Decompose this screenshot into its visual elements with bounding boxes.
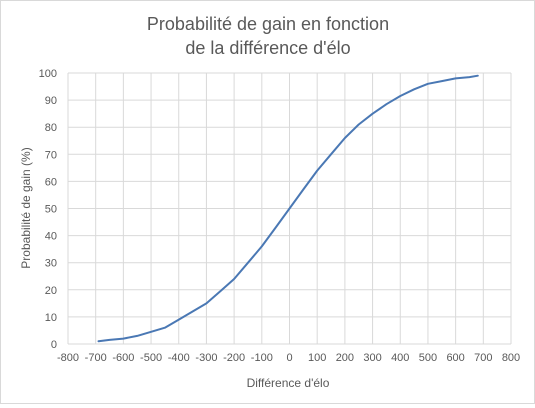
x-axis-label: Différence d'élo [247, 376, 330, 390]
chart-title-line-1: Probabilité de gain en fonction [147, 14, 389, 34]
x-axis-tick-labels: -800 -700 -600 -500 -400 -300 -200 -100 0 100 200 3… [57, 352, 520, 364]
x-tick-label: -800 [57, 352, 79, 364]
y-tick-label: 10 [45, 312, 57, 324]
x-tick-label: -700 [85, 352, 107, 364]
x-tick-label: 100 [308, 352, 326, 364]
x-tick-label: 300 [363, 352, 381, 364]
x-tick-label: 400 [391, 352, 409, 364]
y-tick-label: 40 [45, 231, 57, 243]
y-tick-label: 100 [39, 68, 57, 80]
x-tick-label: -400 [168, 352, 190, 364]
x-tick-label: 800 [502, 352, 520, 364]
y-tick-label: 0 [51, 339, 57, 351]
y-tick-label: 70 [45, 149, 57, 161]
x-tick-label: -300 [195, 352, 217, 364]
x-tick-label: -600 [112, 352, 134, 364]
y-tick-label: 80 [45, 122, 57, 134]
y-axis-label: Probabilité de gain (%) [19, 147, 33, 268]
y-tick-label: 50 [45, 204, 57, 216]
gridlines [67, 72, 512, 345]
series-group [97, 74, 479, 343]
x-tick-label: 200 [336, 352, 354, 364]
x-tick-label: 500 [419, 352, 437, 364]
x-tick-label: -100 [251, 352, 273, 364]
x-tick-label: -500 [140, 352, 162, 364]
chart-title-line-2: de la différence d'élo [185, 38, 350, 58]
x-tick-label: 700 [474, 352, 492, 364]
series-line [97, 74, 479, 343]
x-tick-label: -200 [223, 352, 245, 364]
x-tick-label: 0 [286, 352, 292, 364]
y-axis-tick-labels: 0 10 20 30 40 50 60 70 80 90 100 [39, 68, 57, 351]
y-tick-label: 30 [45, 258, 57, 270]
x-tick-label: 600 [446, 352, 464, 364]
y-tick-label: 60 [45, 176, 57, 188]
y-tick-label: 90 [45, 95, 57, 107]
y-tick-label: 20 [45, 285, 57, 297]
